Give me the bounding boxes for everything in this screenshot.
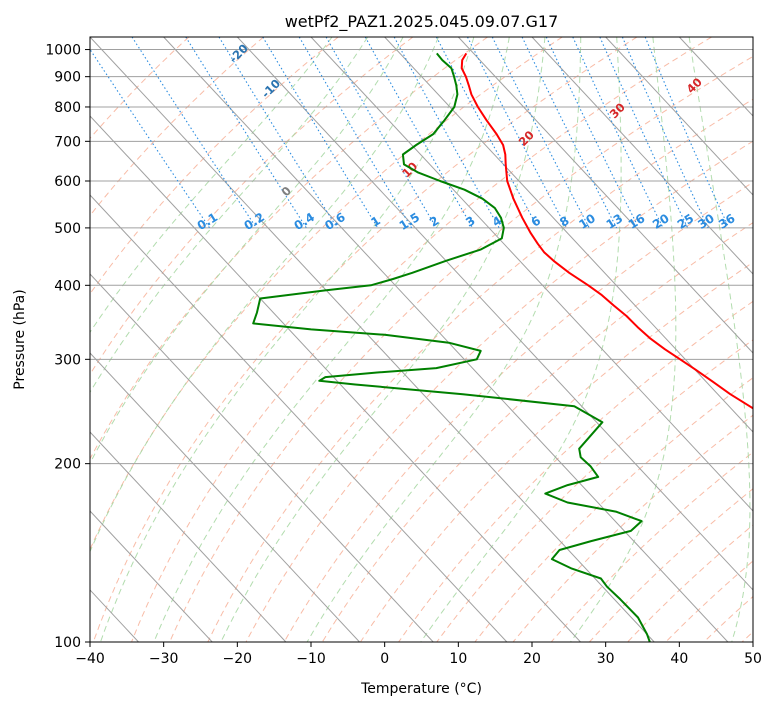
x-tick-label: 0	[380, 651, 389, 667]
x-tick-label: 20	[523, 651, 541, 667]
isotherm	[164, 37, 728, 642]
dry-adiabat	[0, 37, 338, 642]
moist-adiabat-label: 10	[399, 159, 420, 180]
y-tick-label: 500	[54, 221, 81, 237]
dry-adiabat	[704, 37, 775, 642]
y-tick-label: 300	[54, 352, 81, 368]
y-tick-label: 600	[54, 174, 81, 190]
x-tick-label: −40	[75, 651, 105, 667]
x-tick-label: 50	[744, 651, 762, 667]
x-tick-label: 40	[670, 651, 688, 667]
mixing-ratio-label: 2	[427, 213, 442, 229]
x-tick-label: 10	[449, 651, 467, 667]
chart-title: wetPf2_PAZ1.2025.045.09.07.G17	[285, 12, 559, 32]
moist-adiabat	[154, 37, 509, 642]
y-tick-label: 100	[54, 635, 81, 651]
mixing-ratio-label: 8	[557, 213, 572, 229]
dry-adiabat-label: -20	[226, 41, 251, 66]
dry-adiabat	[742, 37, 775, 642]
mixing-ratio-label: 3	[463, 213, 478, 229]
mixing-ratio-line	[600, 37, 688, 228]
mixing-ratio-line	[132, 37, 256, 228]
mixing-ratio-label: 1.5	[397, 210, 422, 233]
x-axis-label: Temperature (°C)	[360, 681, 482, 697]
dry-adiabat	[513, 37, 775, 642]
y-tick-label: 700	[54, 134, 81, 150]
isotherm	[0, 37, 433, 642]
y-tick-label: 800	[54, 100, 81, 116]
dry-adiabat-label: -10	[259, 76, 284, 101]
mixing-ratio-line	[299, 37, 411, 228]
isotherm	[532, 37, 775, 642]
dry-adiabat	[551, 37, 775, 642]
dry-adiabat	[437, 37, 775, 642]
mixing-ratio-label: 16	[626, 211, 648, 232]
isotherm	[0, 37, 360, 642]
moist-adiabat	[20, 37, 403, 642]
dry-adiabat	[246, 37, 775, 642]
y-tick-label: 400	[54, 278, 81, 294]
x-tick-label: −30	[149, 651, 179, 667]
dry-adiabat	[0, 37, 413, 642]
isotherm	[0, 37, 212, 642]
dry-adiabat	[322, 37, 775, 642]
dry-adiabat	[170, 37, 775, 642]
y-axis: 100 200 300 400 500 600 700 800 900 1000	[45, 43, 90, 651]
y-axis-label: Pressure (hPa)	[12, 289, 28, 389]
mixing-ratio-label: 25	[675, 211, 697, 232]
dry-adiabat	[666, 37, 775, 642]
moist-adiabat-label: 20	[516, 128, 537, 149]
y-tick-label: 1000	[45, 43, 81, 59]
isotherm	[16, 37, 580, 642]
y-tick-label: 900	[54, 70, 81, 86]
isotherm	[0, 37, 65, 642]
mixing-ratio-line	[263, 37, 378, 228]
isotherm	[237, 37, 775, 642]
dry-adiabat	[284, 37, 775, 642]
mixing-ratio-label: 0.6	[322, 210, 347, 233]
isotherm	[753, 37, 775, 642]
moist-adiabat-label: 40	[684, 75, 705, 96]
mixing-ratio-line	[573, 37, 663, 228]
background-lines	[0, 37, 775, 642]
mixing-ratio-label: 10	[576, 211, 598, 232]
y-tick-label: 200	[54, 457, 81, 473]
isotherm	[679, 37, 775, 642]
mixing-ratio-line	[186, 37, 307, 228]
mixing-ratio-label: 1	[368, 213, 383, 229]
mixing-ratio-label: 36	[716, 211, 738, 232]
mixing-ratio-line	[219, 37, 337, 228]
dry-adiabat	[399, 37, 775, 642]
mixing-ratio-label: 0.2	[242, 210, 267, 233]
x-axis: −40 −30 −20 −10 0 10 20 30 40 50	[75, 642, 762, 667]
dry-adiabat	[0, 37, 189, 642]
mixing-ratio-label: 20	[650, 211, 672, 232]
mixing-ratio-label: 0.1	[195, 210, 220, 233]
mixing-ratio-label: 0.4	[292, 210, 317, 233]
mixing-ratio-line	[645, 37, 729, 228]
x-tick-label: 30	[597, 651, 615, 667]
mixing-ratio-line	[365, 37, 472, 228]
x-tick-label: −20	[223, 651, 253, 667]
moist-adiabat	[571, 37, 676, 642]
x-tick-label: −10	[296, 651, 326, 667]
mixing-ratio-label: 30	[695, 211, 717, 232]
moist-adiabat	[0, 37, 368, 642]
isotherm	[90, 37, 654, 642]
mixing-ratio-label: 6	[529, 213, 544, 229]
isotherm	[0, 37, 286, 642]
mixing-ratio-line	[492, 37, 589, 228]
mixing-ratio-label: 13	[604, 211, 626, 232]
moist-adiabat-label: 0	[278, 184, 294, 200]
isotherm	[606, 37, 775, 642]
